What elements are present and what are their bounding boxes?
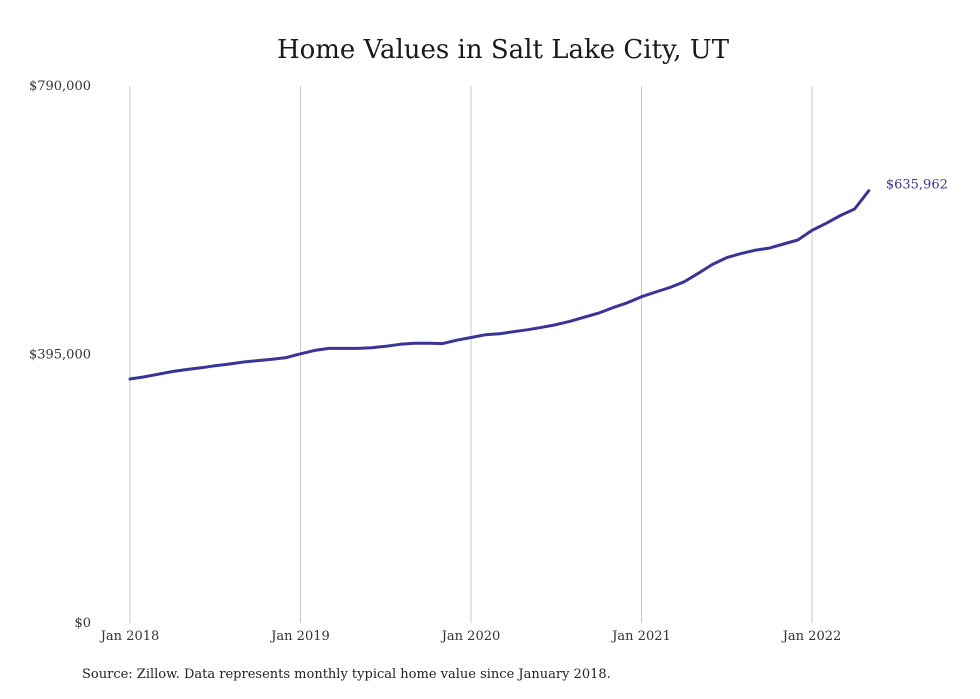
line-chart: Home Values in Salt Lake City, UT $0 $395… (29, 35, 948, 644)
source-note: Source: Zillow. Data represents monthly … (82, 667, 611, 682)
x-tick-label: Jan 2022 (781, 629, 842, 644)
chart-title: Home Values in Salt Lake City, UT (277, 35, 730, 65)
y-tick-label: $0 (74, 616, 91, 631)
x-tick-label: Jan 2020 (440, 629, 501, 644)
end-value-label: $635,962 (886, 178, 948, 193)
y-tick-label: $790,000 (29, 79, 91, 94)
y-tick-label: $395,000 (29, 348, 91, 363)
x-tick-label: Jan 2018 (99, 629, 160, 644)
x-tick-label: Jan 2021 (610, 629, 671, 644)
series-line (128, 189, 871, 381)
y-axis-ticks: $0 $395,000 $790,000 (29, 79, 91, 631)
x-tick-label: Jan 2019 (269, 629, 330, 644)
gridlines (129, 86, 813, 623)
x-axis-ticks: Jan 2018 Jan 2019 Jan 2020 Jan 2021 Jan 2022 (99, 629, 842, 644)
